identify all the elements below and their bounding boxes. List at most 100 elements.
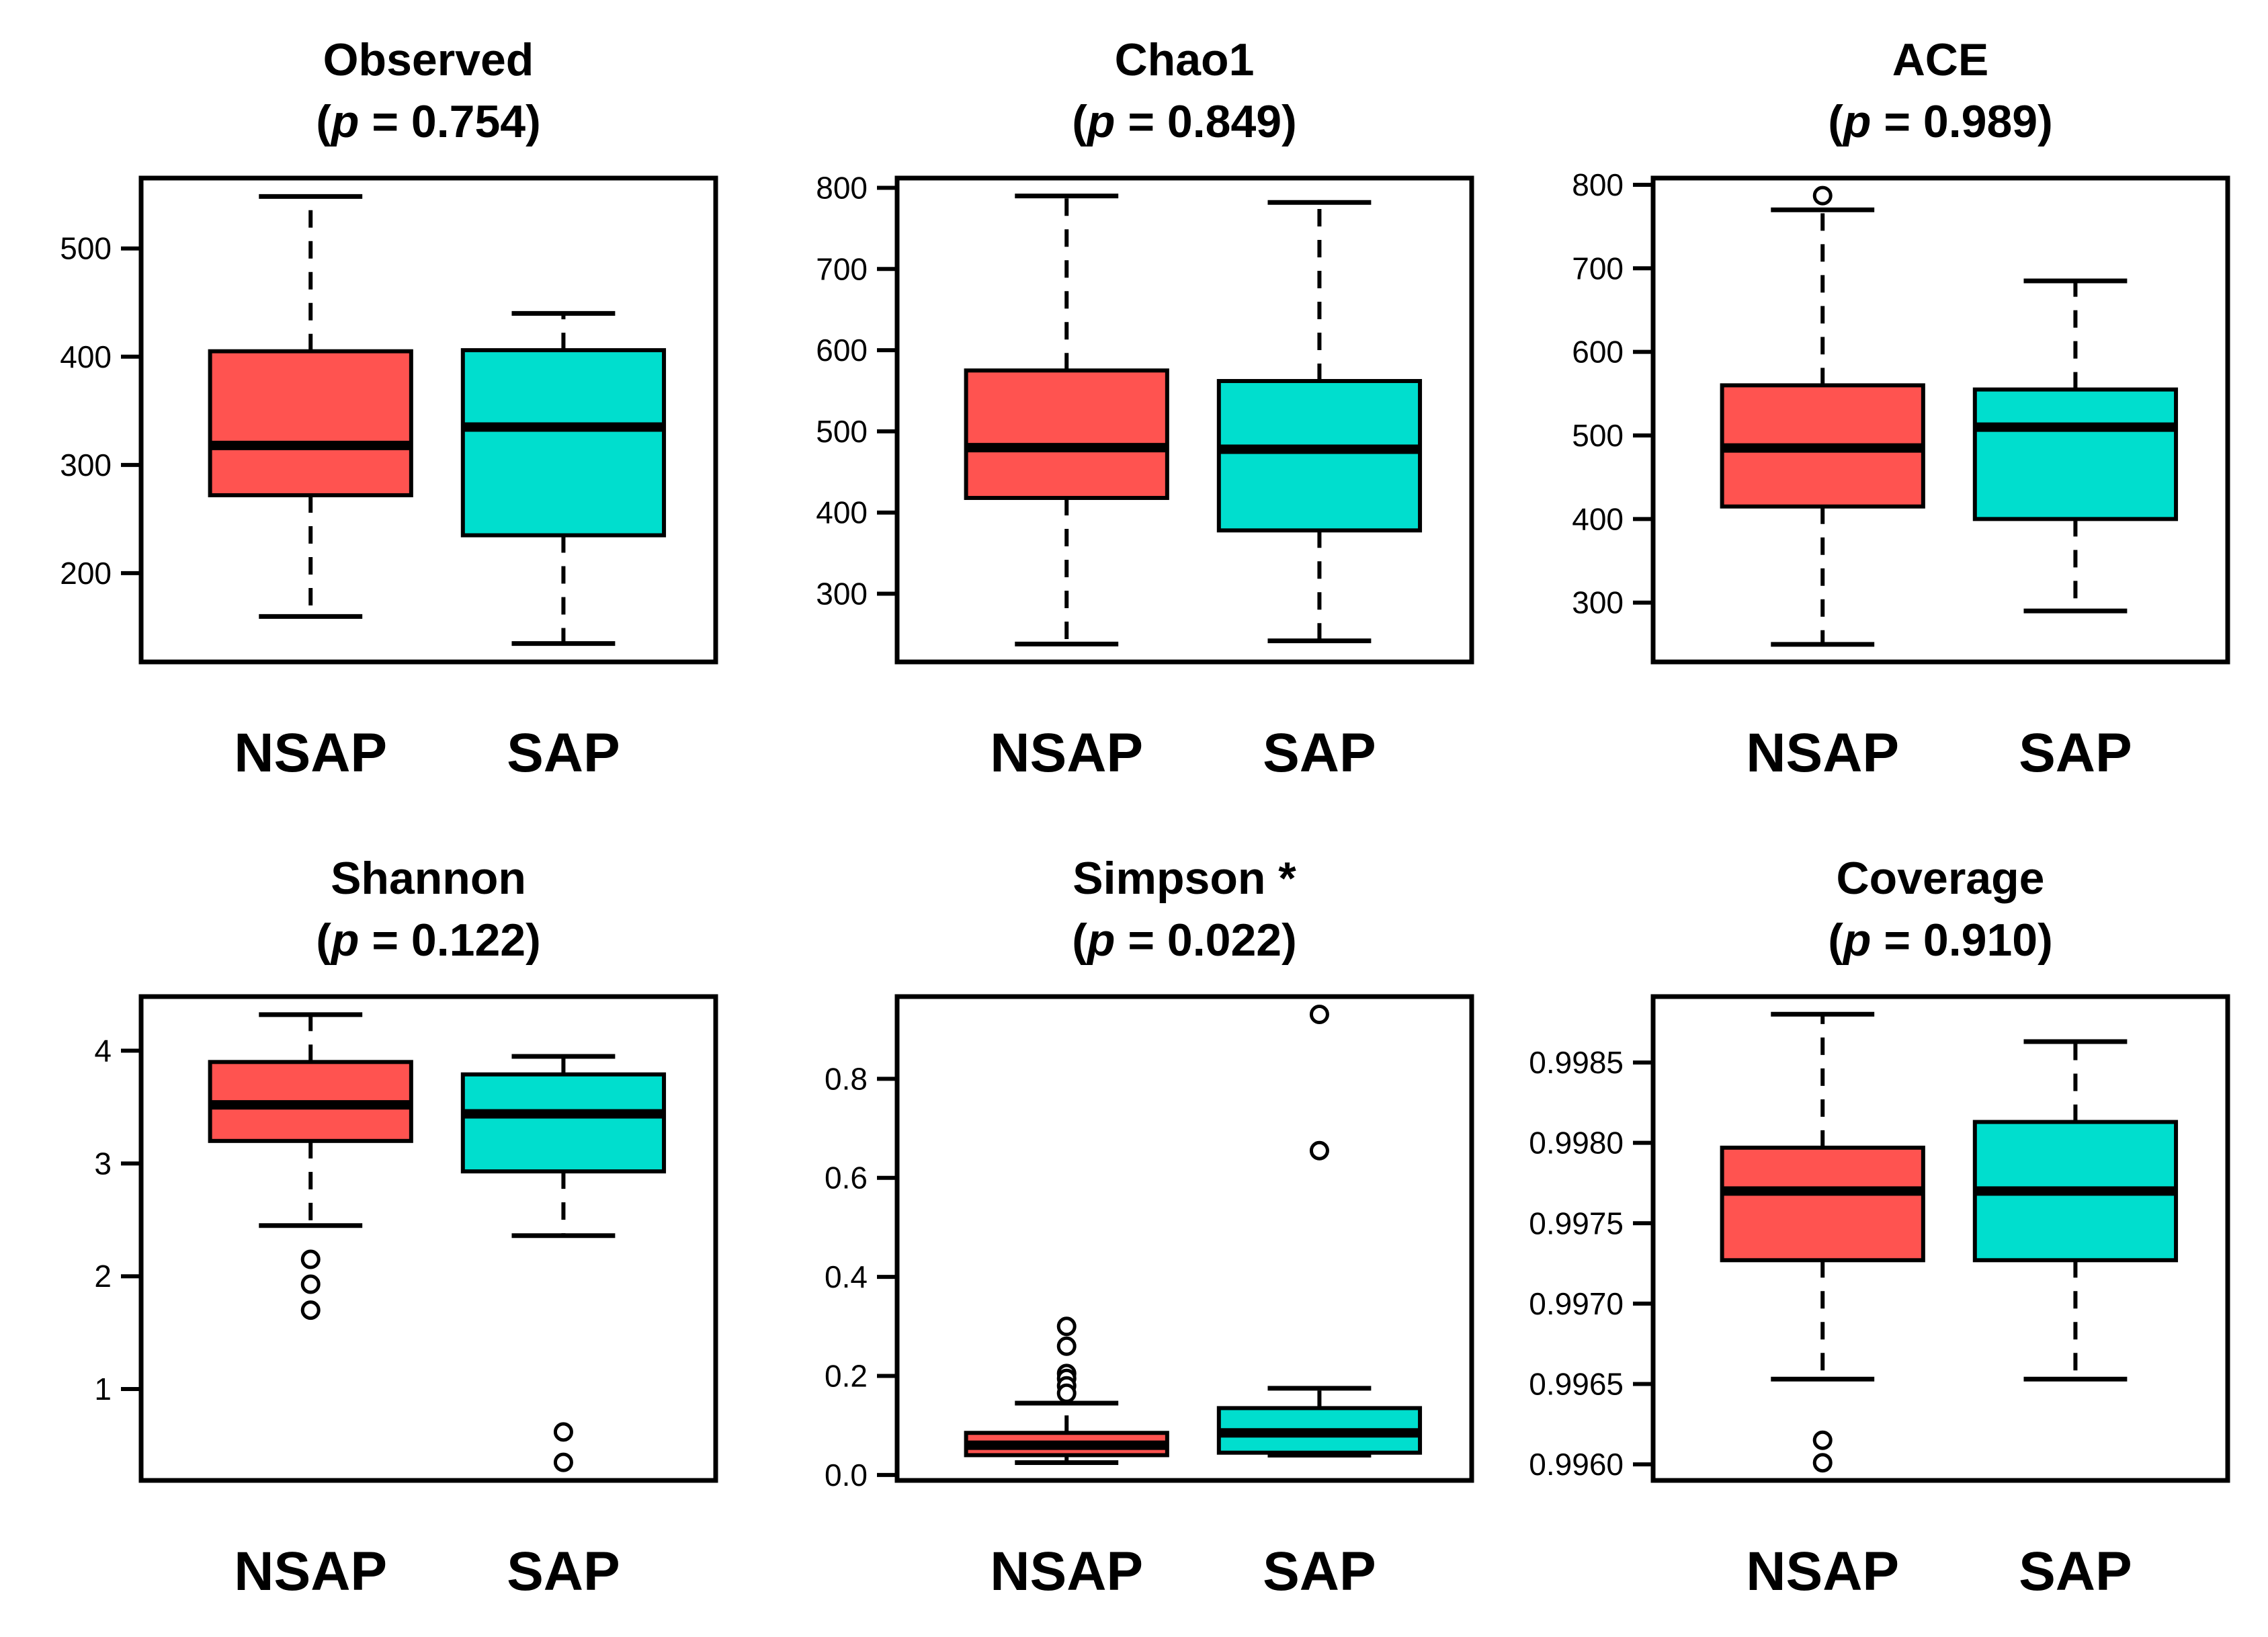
p-value-rest: = 0.022) [1115, 915, 1296, 966]
box-nsap [208, 349, 413, 497]
p-value-open: ( [1828, 96, 1843, 147]
y-axis-tick-label: 500 [816, 414, 868, 449]
outlier-point-sap [1309, 1005, 1329, 1025]
box-sap [1972, 387, 2179, 521]
y-axis-tick-label: 0.9985 [1529, 1045, 1624, 1080]
panel-slot-4: Shannon (p = 0.122) 1 2 3 4 NSAP SAP [0, 818, 756, 1637]
y-axis-tick-label: 400 [60, 339, 112, 374]
y-axis-tick-label: 3 [94, 1146, 112, 1181]
y-axis-tick-label: 800 [1572, 167, 1624, 202]
x-label-sap: SAP [507, 722, 620, 784]
p-value-rest: = 0.849) [1115, 96, 1296, 147]
y-axis-tick-label: 0.6 [825, 1161, 868, 1195]
outlier-point-nsap [300, 1249, 321, 1269]
y-axis-tick-label: 2 [94, 1259, 112, 1294]
p-value-symbol: p [1086, 96, 1116, 147]
outlier-point-nsap [1812, 185, 1833, 206]
panel-title: Chao1 [1115, 34, 1255, 85]
p-value-symbol: p [1842, 96, 1872, 147]
y-axis-tick-label: 800 [816, 170, 868, 205]
box-nsap [964, 368, 1169, 500]
p-value-open: ( [316, 96, 331, 147]
plot-border [894, 994, 1474, 1483]
outlier-point-nsap [1056, 1383, 1077, 1403]
panel-title: Shannon [331, 853, 526, 904]
panel-slot-3: ACE (p = 0.989) 300 400 500 600 700 800 NSAP SAP [1512, 0, 2268, 818]
panel-title: Simpson * [1073, 853, 1296, 904]
box-sap [460, 348, 667, 538]
y-axis-tick-label: 4 [94, 1034, 112, 1068]
y-axis-tick-label: 300 [816, 577, 868, 612]
y-axis-tick-label: 0.8 [825, 1061, 868, 1096]
y-axis-tick-label: 400 [1572, 501, 1624, 536]
y-axis-tick-label: 0.2 [825, 1359, 868, 1394]
box-sap [1216, 379, 1423, 533]
y-axis-tick-label: 0.9970 [1529, 1286, 1624, 1321]
y-axis-tick-label: 500 [60, 231, 112, 266]
outlier-point-nsap [1056, 1336, 1077, 1356]
plot-border [894, 175, 1474, 665]
p-value-symbol: p [330, 915, 360, 966]
p-value-rest: = 0.122) [359, 915, 540, 966]
x-label-nsap: NSAP [1746, 722, 1899, 784]
outlier-point-nsap [1056, 1316, 1077, 1337]
panel-p-value: (p = 0.849) [1072, 96, 1297, 147]
box-sap [460, 1072, 667, 1174]
x-label-nsap: NSAP [1746, 1541, 1899, 1602]
boxplot-simpson: Simpson * (p = 0.022) 0.0 0.2 0.4 0.6 0.8 NSAP S… [825, 853, 1474, 1602]
y-axis-tick-label: 700 [816, 251, 868, 286]
x-label-nsap: NSAP [990, 1541, 1143, 1602]
panel-slot-2: Chao1 (p = 0.849) 300 400 500 600 700 800 NSAP SA… [756, 0, 1512, 818]
x-label-sap: SAP [2019, 1541, 2132, 1602]
p-value-open: ( [1072, 96, 1087, 147]
panel-p-value: (p = 0.022) [1072, 915, 1297, 966]
x-label-nsap: NSAP [990, 722, 1143, 784]
x-label-nsap: NSAP [234, 1541, 387, 1602]
outlier-point-nsap [1812, 1453, 1833, 1473]
x-label-sap: SAP [1263, 722, 1376, 784]
x-label-sap: SAP [2019, 722, 2132, 784]
boxplot-observed: Observed (p = 0.754) 200 300 400 500 NSAP SAP [60, 34, 718, 784]
p-value-symbol: p [330, 96, 360, 147]
p-value-open: ( [316, 915, 331, 966]
y-axis-tick-label: 1 [94, 1372, 112, 1407]
p-value-symbol: p [1842, 915, 1872, 966]
y-axis-tick-label: 0.9960 [1529, 1447, 1624, 1482]
panel-slot-6: Coverage (p = 0.910) 0.9960 0.9965 0.9970 0.9… [1512, 818, 2268, 1637]
outlier-point-nsap [300, 1300, 321, 1320]
y-axis-tick-label: 700 [1572, 251, 1624, 286]
p-value-rest: = 0.989) [1871, 96, 2052, 147]
outlier-point-sap [1309, 1140, 1329, 1161]
x-label-sap: SAP [507, 1541, 620, 1602]
panel-p-value: (p = 0.910) [1828, 915, 2053, 966]
panel-slot-5: Simpson * (p = 0.022) 0.0 0.2 0.4 0.6 0.8 NSAP S… [756, 818, 1512, 1637]
panel-p-value: (p = 0.754) [316, 96, 541, 147]
y-axis-tick-label: 300 [1572, 585, 1624, 620]
y-axis-tick-label: 500 [1572, 418, 1624, 453]
y-axis-tick-label: 0.9980 [1529, 1126, 1624, 1161]
p-value-open: ( [1828, 915, 1843, 966]
y-axis-tick-label: 0.9975 [1529, 1206, 1624, 1241]
boxplot-chao1: Chao1 (p = 0.849) 300 400 500 600 700 800 NSAP SA… [816, 34, 1474, 784]
boxplot-ace: ACE (p = 0.989) 300 400 500 600 700 800 NSAP SAP [1572, 34, 2230, 784]
box-nsap [1720, 1145, 1925, 1263]
y-axis-tick-label: 400 [816, 495, 868, 530]
plot-border [138, 175, 718, 665]
p-value-open: ( [1072, 915, 1087, 966]
outlier-point-sap [553, 1452, 573, 1472]
x-label-nsap: NSAP [234, 722, 387, 784]
plot-border [1650, 175, 2230, 665]
y-axis-tick-label: 0.9965 [1529, 1366, 1624, 1401]
plot-border [1650, 994, 2230, 1483]
panel-slot-1: Observed (p = 0.754) 200 300 400 500 NSAP SAP [0, 0, 756, 818]
boxplot-coverage: Coverage (p = 0.910) 0.9960 0.9965 0.9970 0.9… [1529, 853, 2230, 1602]
plot-border [138, 994, 718, 1483]
panel-p-value: (p = 0.122) [316, 915, 541, 966]
outlier-point-nsap [300, 1274, 321, 1294]
p-value-symbol: p [1086, 915, 1116, 966]
panel-title: Observed [323, 34, 534, 85]
panel-p-value: (p = 0.989) [1828, 96, 2053, 147]
y-axis-tick-label: 0.4 [825, 1259, 868, 1294]
